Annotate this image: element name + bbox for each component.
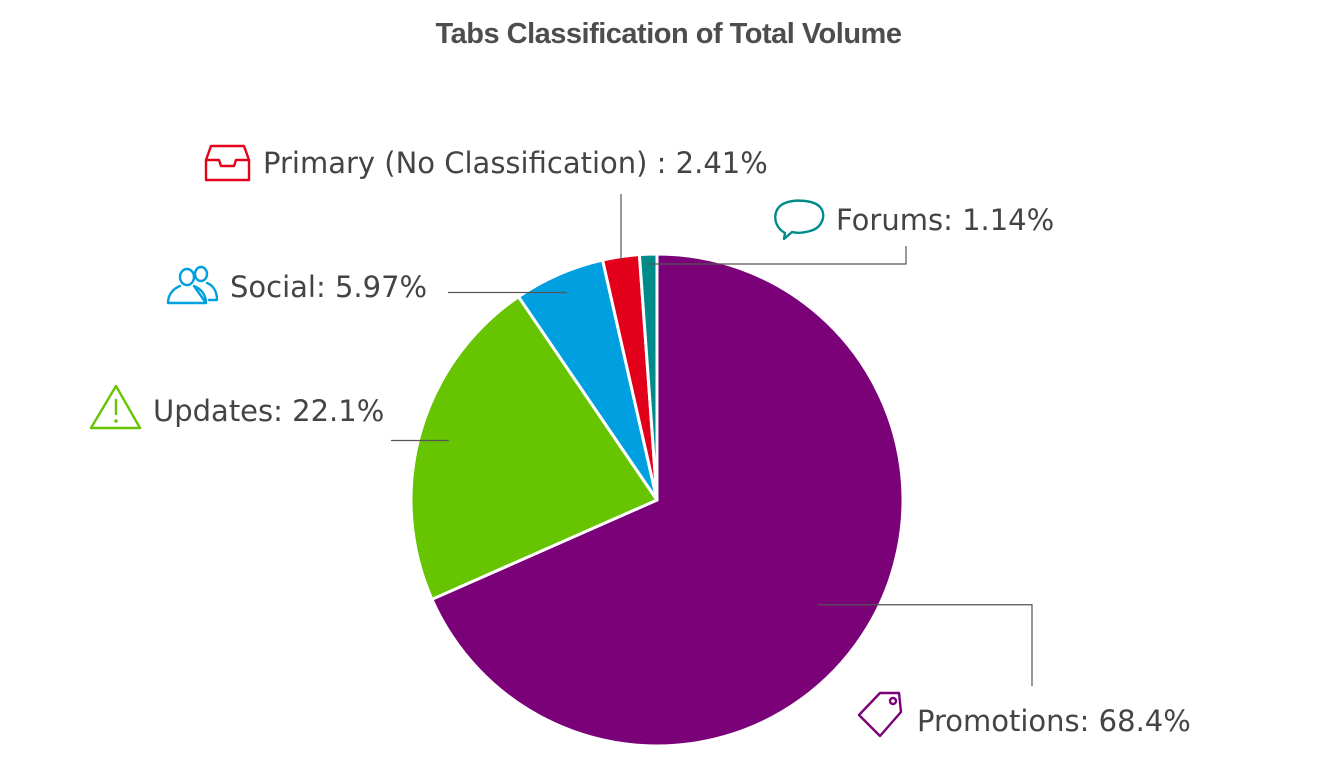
label-primary-value: 2.41% <box>676 146 768 180</box>
pie-slice-promotions <box>430 252 905 748</box>
pie-slice-forums <box>637 252 659 502</box>
legend-updates: Updates: 22.1% <box>89 384 384 430</box>
legend-social: Social: 5.97% <box>166 265 427 305</box>
leader-line-promotions <box>817 604 1033 686</box>
label-social: Social: 5.97% <box>230 270 427 304</box>
label-primary-name: Primary (No Classification) <box>263 146 657 180</box>
people-icon <box>166 265 219 305</box>
leader-lines <box>391 194 1033 686</box>
label-primary: Primary (No Classification) : 2.41% <box>263 146 768 180</box>
pie-slice-updates <box>409 295 659 601</box>
chart-title: Tabs Classification of Total Volume <box>435 18 902 50</box>
warning-icon <box>89 384 142 430</box>
label-promotions: Promotions: 68.4% <box>917 704 1191 738</box>
label-promotions-name: Promotions <box>917 704 1080 738</box>
leader-line-forums <box>648 246 907 265</box>
chat-bubble-icon <box>774 199 825 241</box>
label-forums: Forums: 1.14% <box>836 203 1054 237</box>
label-social-name: Social <box>230 270 316 304</box>
label-forums-name: Forums <box>836 203 943 237</box>
tag-icon <box>857 691 903 738</box>
pie-slices <box>409 252 905 748</box>
label-social-value: 5.97% <box>335 270 427 304</box>
label-updates-value: 22.1% <box>292 394 384 428</box>
label-forums-value: 1.14% <box>962 203 1054 237</box>
label-updates-name: Updates <box>153 394 273 428</box>
label-promotions-value: 68.4% <box>1099 704 1191 738</box>
legend-primary: Primary (No Classification) : 2.41% <box>204 144 768 182</box>
inbox-icon <box>204 144 251 182</box>
legend-promotions: Promotions: 68.4% <box>857 691 1191 738</box>
label-updates: Updates: 22.1% <box>153 394 384 428</box>
legend-forums: Forums: 1.14% <box>774 199 1054 241</box>
